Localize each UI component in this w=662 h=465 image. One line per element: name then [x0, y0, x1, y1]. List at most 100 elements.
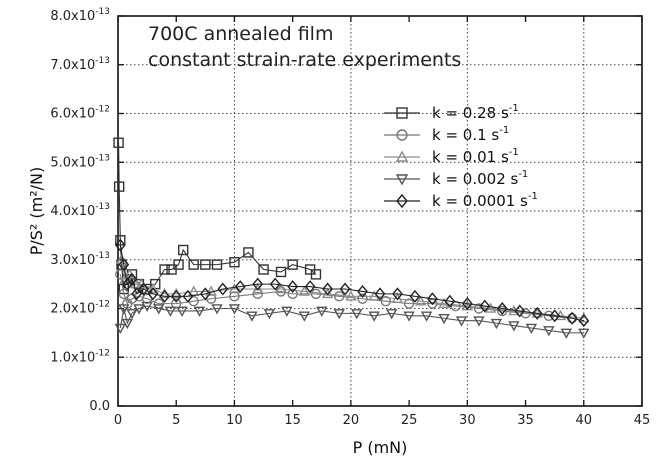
- x-tick-label: 20: [343, 413, 360, 428]
- data-point: [409, 289, 421, 303]
- data-point: [385, 309, 398, 320]
- data-point: [287, 259, 298, 270]
- data-point: [403, 298, 415, 309]
- legend-label-exponent: -1: [509, 147, 519, 158]
- data-point: [426, 292, 438, 306]
- data-point: [217, 282, 229, 296]
- data-series: [113, 137, 590, 339]
- y-tick-exponent: -13: [95, 153, 110, 163]
- data-point: [392, 287, 403, 301]
- y-tick-label: 7.0x10-13: [50, 56, 110, 73]
- data-point: [159, 289, 170, 303]
- data-point: [153, 304, 165, 315]
- data-point: [133, 304, 145, 315]
- data-point: [525, 323, 538, 334]
- legend-label: k = 0.01 s-1: [432, 147, 519, 166]
- data-point: [304, 280, 316, 294]
- data-point: [246, 311, 258, 322]
- data-point: [164, 306, 177, 317]
- legend-label: k = 0.002 s-1: [432, 169, 528, 188]
- grid-lines: [118, 16, 642, 406]
- data-point: [118, 288, 130, 300]
- chart-annotation-line-2: constant strain-rate experiments: [148, 49, 461, 71]
- legend-label-text: k = 0.0001 s: [432, 192, 528, 210]
- legend-label-text: k = 0.01 s: [432, 148, 509, 166]
- data-point: [351, 309, 363, 320]
- y-tick-label: 2.0x10-12: [50, 300, 110, 317]
- data-point: [138, 282, 150, 296]
- y-tick-label: 4.0x10-13: [50, 202, 110, 219]
- y-tick-base: 4.0x10: [50, 204, 95, 219]
- legend-marker: [396, 193, 408, 209]
- data-point: [182, 289, 194, 303]
- data-point: [455, 316, 468, 327]
- legend-label-exponent: -1: [518, 169, 528, 180]
- legend-label-text: k = 0.002 s: [432, 170, 519, 188]
- data-point: [473, 303, 485, 314]
- legend-label-exponent: -1: [509, 103, 519, 114]
- legend-marker: [395, 174, 409, 186]
- y-tick-label: 8.0x10-13: [50, 7, 110, 24]
- data-point: [205, 285, 217, 296]
- data-point: [380, 295, 392, 307]
- data-point: [269, 277, 281, 291]
- data-point: [263, 309, 276, 320]
- data-point: [514, 304, 526, 318]
- data-point: [188, 259, 199, 270]
- data-point: [252, 277, 264, 291]
- y-tick-base: 6.0x10: [50, 107, 95, 122]
- x-tick-label: 0: [114, 413, 122, 428]
- y-tick-label: 1.0x10-12: [50, 348, 110, 365]
- data-point: [310, 288, 322, 300]
- data-point: [121, 318, 134, 330]
- data-point: [114, 323, 127, 334]
- data-point: [345, 290, 357, 301]
- data-point: [170, 289, 182, 303]
- data-point: [211, 259, 223, 270]
- legend-marker: [396, 129, 408, 141]
- data-point: [461, 297, 473, 311]
- data-point: [566, 311, 578, 325]
- y-tick-base: 3.0x10: [50, 253, 95, 268]
- data-point: [298, 285, 311, 296]
- legend-label-exponent: -1: [528, 191, 538, 202]
- data-point: [578, 314, 590, 328]
- data-point: [531, 306, 543, 320]
- data-point: [374, 287, 386, 301]
- x-tick-label: 45: [634, 413, 651, 428]
- data-point: [211, 304, 223, 315]
- y-tick-label: 6.0x10-12: [50, 105, 110, 122]
- x-tick-label: 40: [576, 413, 593, 428]
- legend-label-text: k = 0.28 s: [432, 104, 509, 122]
- data-point: [415, 295, 427, 306]
- data-point: [115, 235, 126, 246]
- legend-label: k = 0.1 s-1: [432, 125, 509, 144]
- data-point: [497, 305, 508, 317]
- data-point: [473, 316, 485, 327]
- data-point: [560, 328, 573, 339]
- data-point: [178, 244, 189, 256]
- data-point: [339, 282, 351, 296]
- data-point: [147, 287, 159, 301]
- legend-label: k = 0.28 s-1: [432, 103, 519, 122]
- data-point: [193, 306, 206, 317]
- y-tick-base: 1.0x10: [50, 350, 95, 365]
- data-point: [520, 308, 531, 319]
- x-axis-tick-labels: 0 5 10 15 20 25 30 35 40 45: [114, 413, 650, 428]
- data-point: [199, 287, 211, 301]
- data-point: [118, 258, 130, 272]
- legend-marker: [396, 107, 408, 119]
- x-tick-label: 15: [284, 413, 301, 428]
- data-point: [444, 294, 456, 308]
- data-point: [118, 304, 130, 315]
- y-tick-base: 0.0: [89, 399, 110, 414]
- x-tick-label: 25: [401, 413, 418, 428]
- y-tick-base: 7.0x10: [50, 58, 95, 73]
- data-point: [508, 321, 520, 332]
- series-3: [114, 301, 590, 339]
- data-point: [391, 292, 404, 304]
- data-point: [258, 264, 269, 275]
- chart-annotation-line-1: 700C annealed film: [148, 23, 333, 45]
- legend-marker: [395, 150, 409, 162]
- data-point: [228, 304, 241, 315]
